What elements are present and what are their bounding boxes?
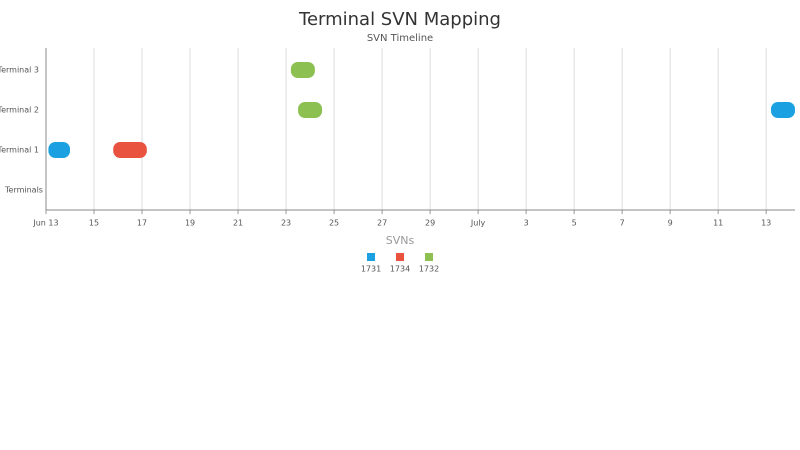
chart-subtitle: SVN Timeline [367, 33, 433, 44]
x-tick-label: 9 [668, 219, 673, 228]
x-tick-label: 11 [713, 219, 723, 228]
legend-label: 1732 [419, 265, 439, 274]
task-bar [298, 102, 323, 118]
legend-title: SVNs [386, 234, 415, 247]
task-bar [48, 142, 71, 158]
x-tick-label: 27 [377, 219, 387, 228]
x-tick-label: 21 [233, 219, 243, 228]
x-tick-label: 25 [329, 219, 339, 228]
legend-swatch [367, 253, 375, 261]
y-axis-label: Terminals [4, 186, 43, 195]
legend-swatch [425, 253, 433, 261]
x-tick-label: Jun 13 [32, 219, 58, 228]
x-tick-label: 15 [89, 219, 99, 228]
x-tick-label: July [470, 219, 486, 228]
legend-swatch [396, 253, 404, 261]
y-tick-label: Terminal 3 [0, 66, 39, 75]
task-bar [113, 142, 147, 158]
x-tick-label: 19 [185, 219, 195, 228]
x-tick-label: 5 [572, 219, 577, 228]
x-tick-label: 23 [281, 219, 291, 228]
x-tick-label: 7 [620, 219, 625, 228]
x-tick-label: 17 [137, 219, 147, 228]
legend-label: 1731 [361, 265, 381, 274]
y-tick-label: Terminal 2 [0, 106, 39, 115]
chart-title: Terminal SVN Mapping [298, 9, 501, 30]
task-bar [770, 102, 795, 118]
task-bar [290, 62, 315, 78]
x-tick-label: 29 [425, 219, 435, 228]
y-tick-label: Terminal 1 [0, 146, 39, 155]
x-tick-label: 3 [524, 219, 529, 228]
x-tick-label: 13 [761, 219, 771, 228]
legend-label: 1734 [390, 265, 410, 274]
